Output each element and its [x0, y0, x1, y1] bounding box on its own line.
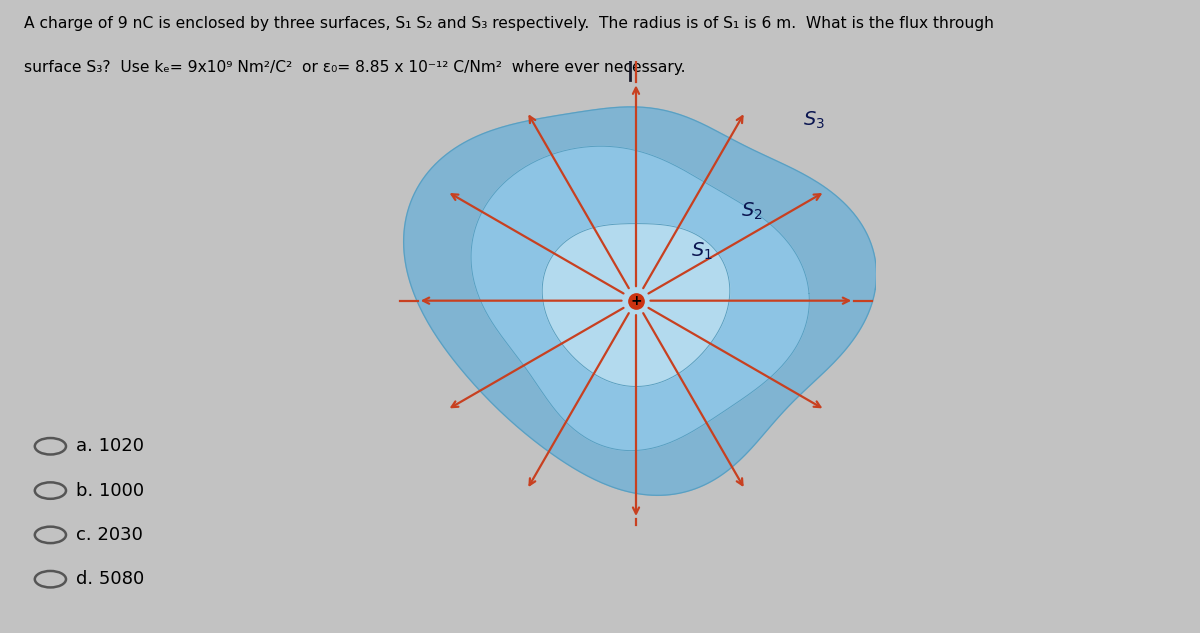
Text: a. 1020: a. 1020 — [76, 437, 144, 455]
Text: $S_3$: $S_3$ — [803, 110, 826, 132]
Text: +: + — [630, 294, 642, 308]
Text: $S_2$: $S_2$ — [740, 200, 762, 222]
Polygon shape — [472, 146, 809, 451]
Polygon shape — [403, 107, 876, 496]
Text: surface S₃?  Use kₑ= 9x10⁹ Nm²/C²  or ε₀= 8.85 x 10⁻¹² C/Nm²  where ever necessa: surface S₃? Use kₑ= 9x10⁹ Nm²/C² or ε₀= … — [24, 60, 685, 75]
Text: c. 2030: c. 2030 — [76, 526, 143, 544]
Text: $S_1$: $S_1$ — [691, 241, 713, 262]
Text: A charge of 9 nC is enclosed by three surfaces, S₁ S₂ and S₃ respectively.  The : A charge of 9 nC is enclosed by three su… — [24, 16, 994, 31]
Text: d. 5080: d. 5080 — [76, 570, 144, 588]
Polygon shape — [542, 223, 730, 387]
Text: b. 1000: b. 1000 — [76, 482, 144, 499]
